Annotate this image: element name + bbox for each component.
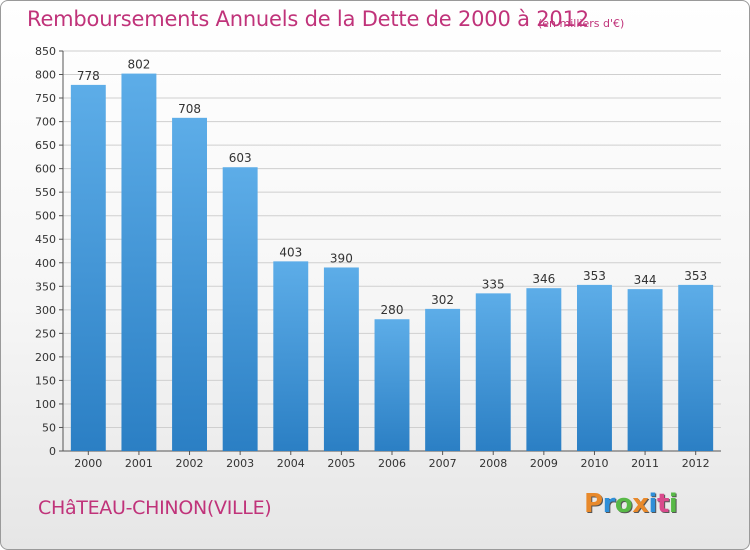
bar bbox=[70, 84, 106, 451]
bar bbox=[425, 308, 461, 451]
bars bbox=[70, 73, 714, 452]
bar-value-label: 778 bbox=[77, 69, 100, 83]
bar-value-label: 403 bbox=[279, 245, 302, 259]
bar bbox=[273, 261, 309, 451]
x-tick-label: 2006 bbox=[378, 457, 406, 470]
bar bbox=[678, 284, 714, 451]
x-tick-label: 2012 bbox=[682, 457, 710, 470]
y-tick-label: 750 bbox=[35, 92, 56, 105]
bar-value-label: 353 bbox=[583, 269, 606, 283]
x-tick-label: 2003 bbox=[226, 457, 254, 470]
logo-letter: i bbox=[648, 489, 658, 519]
y-tick-label: 50 bbox=[42, 421, 56, 434]
x-tick-label: 2000 bbox=[74, 457, 102, 470]
x-tick-label: 2004 bbox=[277, 457, 305, 470]
y-tick-label: 650 bbox=[35, 139, 56, 152]
x-tick-label: 2008 bbox=[479, 457, 507, 470]
bar bbox=[172, 117, 208, 451]
bar bbox=[121, 73, 157, 452]
x-tick-label: 2007 bbox=[429, 457, 457, 470]
y-tick-label: 350 bbox=[35, 280, 56, 293]
x-tick-label: 2009 bbox=[530, 457, 558, 470]
bar-value-label: 390 bbox=[330, 251, 353, 265]
bar bbox=[627, 289, 663, 451]
bar-value-label: 802 bbox=[127, 58, 150, 72]
bar-value-label: 603 bbox=[229, 151, 252, 165]
proxiti-logo[interactable]: Proxiti bbox=[584, 489, 678, 519]
bar bbox=[576, 284, 612, 451]
y-tick-label: 400 bbox=[35, 257, 56, 270]
y-tick-label: 100 bbox=[35, 398, 56, 411]
bar-value-label: 346 bbox=[532, 272, 555, 286]
y-tick-label: 800 bbox=[35, 69, 56, 82]
bar-value-label: 302 bbox=[431, 293, 454, 307]
y-tick-label: 150 bbox=[35, 374, 56, 387]
location-label: CHâTEAU-CHINON(VILLE) bbox=[38, 497, 272, 519]
y-tick-label: 600 bbox=[35, 163, 56, 176]
y-tick-label: 450 bbox=[35, 233, 56, 246]
y-tick-label: 300 bbox=[35, 304, 56, 317]
y-tick-label: 500 bbox=[35, 210, 56, 223]
bar-value-label: 353 bbox=[684, 269, 707, 283]
y-tick-label: 700 bbox=[35, 116, 56, 129]
logo-letter: i bbox=[668, 489, 678, 519]
x-tick-label: 2010 bbox=[580, 457, 608, 470]
chart-subtitle: (en milliers d'€) bbox=[538, 17, 625, 30]
bar bbox=[222, 167, 258, 451]
bar-value-label: 335 bbox=[482, 277, 505, 291]
logo-letter: o bbox=[614, 489, 633, 519]
y-tick-label: 250 bbox=[35, 327, 56, 340]
chart-title: Remboursements Annuels de la Dette de 20… bbox=[27, 7, 589, 31]
y-tick-label: 200 bbox=[35, 351, 56, 364]
bar bbox=[323, 267, 359, 451]
bar bbox=[374, 319, 410, 451]
bar bbox=[526, 288, 562, 451]
bar bbox=[475, 293, 511, 451]
labels: 778 802 708 603 403 390 280 302 335 346 353 344 353 bbox=[77, 58, 707, 318]
logo-letter: r bbox=[602, 489, 616, 519]
logo-letter: P bbox=[584, 489, 603, 519]
x-tick-label: 2001 bbox=[125, 457, 153, 470]
bar-value-label: 344 bbox=[634, 273, 657, 287]
logo-letter: x bbox=[632, 489, 649, 519]
axes: 0 50 100 150 200 250 300 350 400 450 500 550 600 650 7… bbox=[35, 45, 721, 470]
bar-value-label: 280 bbox=[381, 303, 404, 317]
x-tick-label: 2011 bbox=[631, 457, 659, 470]
y-tick-label: 0 bbox=[49, 445, 56, 458]
x-tick-label: 2005 bbox=[327, 457, 355, 470]
bar-value-label: 708 bbox=[178, 102, 201, 116]
y-tick-label: 850 bbox=[35, 45, 56, 58]
x-tick-label: 2002 bbox=[176, 457, 204, 470]
y-tick-label: 550 bbox=[35, 186, 56, 199]
logo-letter: t bbox=[656, 489, 669, 519]
